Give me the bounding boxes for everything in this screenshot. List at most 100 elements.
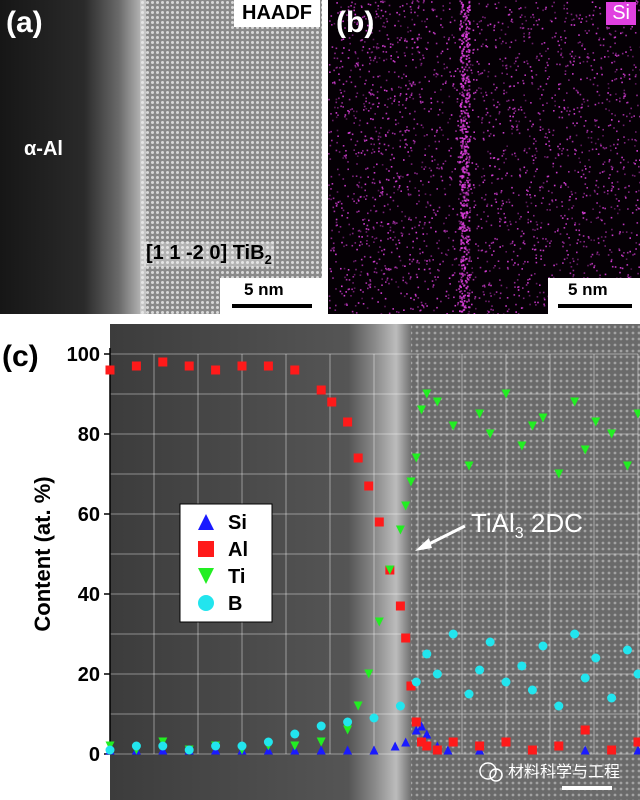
point-b [485, 637, 495, 647]
point-ti [395, 525, 405, 535]
annotation-arrowhead [414, 538, 432, 551]
legend-label-al: Al [228, 539, 248, 561]
point-al [131, 361, 141, 371]
legend-marker-ti [198, 568, 214, 584]
scale-bar-box-a [220, 278, 322, 314]
point-ti [517, 441, 527, 451]
point-ti [353, 701, 363, 711]
y-tick-label: 80 [78, 424, 100, 446]
point-si [401, 737, 411, 747]
point-ti [591, 417, 601, 427]
point-b [369, 713, 379, 723]
point-b [475, 665, 485, 675]
point-b [607, 693, 617, 703]
wechat-icon-bubble [489, 768, 503, 782]
point-al [395, 601, 405, 611]
point-ti [422, 389, 432, 399]
watermark: 材料科学与工程 [479, 762, 620, 782]
point-b [105, 745, 115, 755]
scale-bar-label-a: 5 nm [244, 280, 284, 299]
y-axis-label: Content (at. %) [30, 476, 55, 631]
y-tick-label: 40 [78, 584, 100, 606]
panel-a-label: (a) [6, 6, 43, 39]
point-ti [406, 477, 416, 487]
point-b [237, 741, 247, 751]
point-b [343, 717, 353, 727]
si-element-label: Si [606, 2, 636, 25]
y-tick-label: 20 [78, 664, 100, 686]
point-al [316, 385, 326, 395]
point-b [570, 629, 580, 639]
point-ti [374, 617, 384, 627]
panel-a-haadf-image: (a) HAADF α-Al [1 1 -2 0] TiB2 5 nm [0, 0, 322, 314]
point-b [411, 677, 421, 687]
y-tick-label: 100 [67, 344, 100, 366]
y-tick-label: 60 [78, 504, 100, 526]
point-ti [580, 445, 590, 455]
point-al [633, 737, 640, 747]
zone-axis-text: [1 1 -2 0] TiB [146, 242, 265, 264]
point-ti [538, 413, 548, 423]
point-ti [316, 737, 326, 747]
zone-axis-label: [1 1 -2 0] TiB2 [144, 242, 274, 267]
point-al [353, 453, 363, 463]
point-al [401, 633, 411, 643]
si-dots [328, 0, 640, 314]
point-b [158, 741, 168, 751]
point-si [411, 725, 421, 735]
legend-box [179, 503, 273, 623]
point-ti [475, 409, 485, 419]
point-al [327, 397, 337, 407]
panel-b-si-map: (b) Si 5 nm [328, 0, 640, 314]
point-si [369, 745, 379, 755]
point-b [432, 669, 442, 679]
point-ti [364, 669, 374, 679]
point-al [184, 361, 194, 371]
point-ti [554, 469, 564, 479]
point-ti [411, 453, 421, 463]
point-ti [290, 741, 300, 751]
point-ti [448, 421, 458, 431]
point-si [580, 745, 590, 755]
point-b [448, 629, 458, 639]
scale-bar-box-b [548, 278, 640, 314]
point-b [538, 641, 548, 651]
scale-bar-b [558, 304, 632, 308]
point-al [158, 357, 168, 367]
point-al [211, 365, 221, 375]
point-b [316, 721, 326, 731]
point-ti [607, 429, 617, 439]
tial3-annotation: TiAl3 2DC [471, 508, 583, 542]
point-si [343, 745, 353, 755]
point-al [263, 361, 273, 371]
point-ti [385, 565, 395, 575]
zone-axis-subscript: 2 [264, 252, 272, 267]
point-b [517, 661, 527, 671]
tib2-lattice [410, 324, 640, 800]
point-al [422, 741, 432, 751]
point-ti [485, 429, 495, 439]
point-al [406, 681, 416, 691]
point-b [184, 745, 194, 755]
legend-label-ti: Ti [228, 566, 245, 588]
point-b [395, 701, 405, 711]
point-b [633, 669, 640, 679]
panel-c-label: (c) [2, 340, 39, 373]
point-b [464, 689, 474, 699]
point-ti [501, 389, 511, 399]
legend-label-si: Si [228, 512, 247, 534]
point-al [105, 365, 115, 375]
legend-marker-si [198, 514, 214, 530]
point-b [622, 645, 632, 655]
point-si [633, 745, 640, 755]
point-b [527, 685, 537, 695]
line-profile-chart: 0 20 40 60 80 100 Content (at. %) Si Al Ti B TiAl3 … [30, 324, 640, 800]
point-al [432, 745, 442, 755]
point-si [417, 721, 427, 731]
point-al [501, 737, 511, 747]
haadf-micrograph [0, 0, 322, 314]
point-al [343, 417, 353, 427]
scale-bar-a [232, 304, 312, 308]
panel-b-label: (b) [336, 6, 375, 39]
point-ti [417, 405, 427, 415]
